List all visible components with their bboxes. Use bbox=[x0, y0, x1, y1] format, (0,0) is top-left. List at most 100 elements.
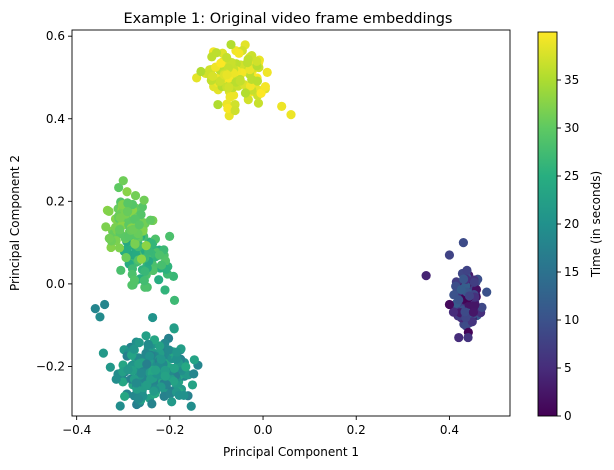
y-tick-label: 0.2 bbox=[46, 194, 65, 208]
scatter-point bbox=[100, 299, 110, 310]
scatter-point bbox=[213, 99, 223, 110]
scatter-point bbox=[252, 56, 262, 66]
scatter-point bbox=[142, 359, 152, 369]
scatter-point bbox=[253, 98, 264, 108]
scatter-point bbox=[181, 362, 191, 372]
scatter-point bbox=[242, 58, 253, 68]
scatter-point bbox=[140, 266, 150, 277]
y-tick-label: −0.2 bbox=[36, 359, 65, 373]
scatter-point bbox=[104, 233, 114, 243]
scatter-point bbox=[130, 191, 141, 201]
scatter-point bbox=[140, 282, 150, 292]
colorbar-tick-label: 30 bbox=[564, 121, 579, 135]
scatter-point bbox=[167, 397, 177, 407]
scatter-point bbox=[469, 277, 479, 287]
scatter-point bbox=[187, 380, 198, 390]
scatter-point bbox=[164, 345, 174, 355]
scatter-point bbox=[223, 103, 233, 114]
scatter-point bbox=[463, 332, 473, 343]
scatter-point bbox=[222, 70, 232, 80]
colorbar-tick-label: 5 bbox=[564, 361, 572, 375]
scatter-point bbox=[468, 307, 479, 317]
scatter-point bbox=[160, 285, 170, 295]
scatter-point bbox=[165, 231, 175, 241]
scatter-point bbox=[130, 239, 140, 249]
colorbar-tick-label: 25 bbox=[564, 169, 579, 183]
scatter-point bbox=[171, 354, 182, 364]
scatter-point bbox=[123, 365, 133, 375]
scatter-point bbox=[179, 390, 189, 400]
scatter-point bbox=[169, 363, 179, 374]
scatter-point bbox=[155, 341, 165, 351]
scatter-point bbox=[115, 401, 125, 411]
scatter-point bbox=[224, 111, 234, 121]
scatter-point bbox=[235, 76, 245, 86]
chart-title: Example 1: Original video frame embeddin… bbox=[124, 11, 453, 27]
scatter-point bbox=[444, 299, 455, 310]
scatter-point bbox=[421, 271, 431, 281]
scatter-point bbox=[154, 250, 165, 260]
scatter-point bbox=[462, 265, 472, 276]
x-tick-label: 0.0 bbox=[253, 423, 272, 437]
colorbar-tick-label: 35 bbox=[564, 73, 579, 87]
y-axis: −0.2 0.0 0.2 0.4 0.6 bbox=[36, 29, 72, 373]
scatter-point bbox=[169, 323, 179, 333]
scatter-point bbox=[456, 284, 466, 295]
colorbar-tick-label: 10 bbox=[564, 313, 579, 327]
colorbar-tick-label: 0 bbox=[564, 409, 572, 423]
y-axis-label: Principal Component 2 bbox=[8, 155, 22, 291]
scatter-point bbox=[142, 380, 152, 390]
scatter-point bbox=[95, 312, 105, 322]
scatter-point bbox=[134, 220, 144, 230]
x-tick-label: −0.4 bbox=[62, 423, 91, 437]
scatter-point bbox=[116, 265, 126, 275]
scatter-point bbox=[148, 312, 158, 323]
scatter-point bbox=[277, 101, 287, 111]
scatter-point bbox=[136, 254, 147, 264]
colorbar-tick-label: 20 bbox=[564, 217, 579, 231]
x-axis-label: Principal Component 1 bbox=[223, 445, 359, 459]
scatter-point bbox=[256, 88, 266, 98]
scatter-point bbox=[226, 39, 236, 50]
colorbar-label: Time (in seconds) bbox=[589, 171, 603, 278]
plot-frame bbox=[71, 29, 511, 417]
scatter-point bbox=[230, 105, 240, 116]
scatter-point bbox=[460, 307, 470, 317]
scatter-point bbox=[464, 291, 475, 301]
scatter-point bbox=[114, 225, 125, 235]
scatter-point bbox=[189, 369, 199, 379]
scatter-point bbox=[123, 198, 133, 208]
points-layer bbox=[90, 39, 492, 411]
scatter-point bbox=[141, 331, 151, 341]
scatter-point bbox=[482, 287, 492, 297]
scatter-point bbox=[448, 307, 459, 317]
colorbar-tick-label: 15 bbox=[564, 265, 579, 279]
scatter-point bbox=[224, 82, 234, 92]
scatter-point bbox=[106, 242, 116, 253]
scatter-point bbox=[260, 81, 270, 92]
scatter-point bbox=[134, 359, 144, 369]
scatter-point bbox=[169, 376, 179, 386]
scatter-point bbox=[149, 386, 159, 396]
scatter-point bbox=[139, 195, 149, 205]
scatter-point bbox=[169, 295, 180, 306]
scatter-point bbox=[122, 206, 133, 217]
scatter-point bbox=[121, 252, 131, 263]
scatter-point bbox=[245, 64, 255, 75]
x-tick-label: 0.2 bbox=[347, 423, 366, 437]
scatter-point bbox=[115, 213, 126, 223]
scatter-point bbox=[145, 215, 156, 225]
scatter-point bbox=[114, 182, 124, 193]
scatter-point bbox=[211, 48, 222, 58]
scatter-point bbox=[111, 374, 121, 384]
scatter-point bbox=[454, 332, 464, 343]
colorbar-ticks: 0 5 10 15 20 25 30 35 bbox=[557, 73, 579, 423]
scatter-point bbox=[143, 339, 153, 349]
y-tick-label: 0.6 bbox=[46, 29, 65, 43]
scatter-point bbox=[234, 48, 244, 58]
scatter-point bbox=[286, 110, 296, 120]
scatter-point bbox=[145, 351, 155, 361]
scatter-point bbox=[98, 348, 109, 358]
